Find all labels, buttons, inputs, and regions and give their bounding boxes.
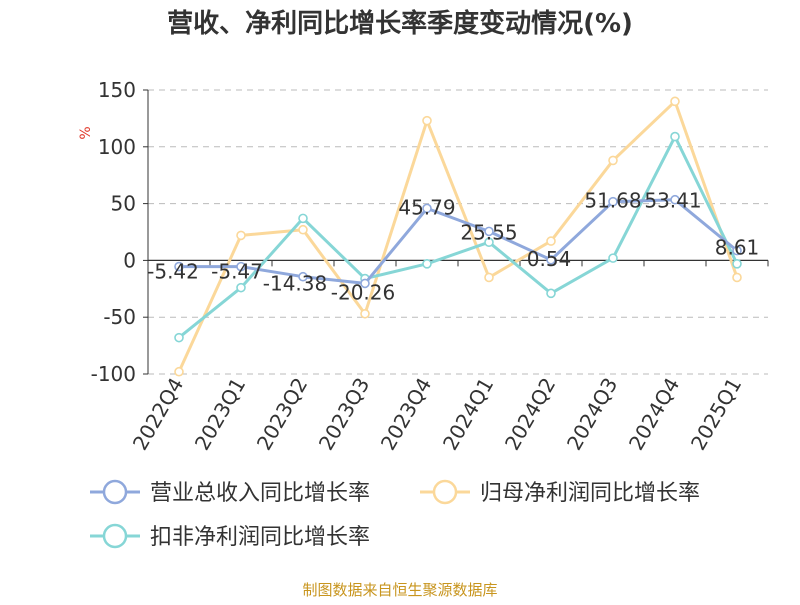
x-tick-label: 2023Q4 <box>376 374 436 455</box>
y-tick-label: -100 <box>91 362 136 386</box>
data-point <box>484 226 494 237</box>
x-tick-label: 2024Q4 <box>624 374 684 455</box>
data-point <box>298 224 308 235</box>
data-point <box>732 259 742 269</box>
data-point <box>298 213 308 224</box>
x-tick-label: 2023Q1 <box>190 374 250 455</box>
series-lines <box>174 96 742 377</box>
y-tick-label: 0 <box>123 248 136 272</box>
data-label: 51.68 <box>584 189 641 213</box>
data-point <box>422 203 432 214</box>
data-label: -14.38 <box>263 272 327 296</box>
data-label: -20.26 <box>331 280 395 304</box>
y-axis: 150 100 50 0 -50 -100 <box>91 78 149 386</box>
x-tick-label: 2024Q3 <box>562 374 622 455</box>
data-point <box>670 131 680 142</box>
source-note: 制图数据来自恒生聚源数据库 <box>302 581 497 599</box>
data-point <box>546 236 556 246</box>
data-point <box>608 155 618 166</box>
series-line <box>177 99 739 373</box>
grid-lines <box>148 89 768 375</box>
data-point <box>546 254 556 265</box>
data-label: -5.47 <box>211 260 263 284</box>
data-label: 8.61 <box>715 236 760 260</box>
x-tick-label: 2023Q3 <box>314 374 374 455</box>
y-tick-label: 150 <box>98 78 136 102</box>
data-point <box>546 288 556 299</box>
x-axis: 2022Q4 2023Q1 2023Q2 2023Q3 2023Q4 2024Q1 2024… <box>128 259 769 455</box>
data-point <box>236 230 246 241</box>
y-tick-label: -50 <box>103 305 136 329</box>
data-label: -5.42 <box>147 260 199 284</box>
data-point <box>732 272 742 283</box>
x-tick-label: 2025Q1 <box>686 374 746 455</box>
legend-swatch-marker <box>432 479 458 505</box>
legend-item: 营业总收入同比增长率 <box>90 479 370 506</box>
legend-swatch-marker <box>102 523 128 549</box>
x-tick-label: 2023Q2 <box>252 374 312 455</box>
data-label: 25.55 <box>460 220 517 244</box>
data-point <box>174 261 184 272</box>
data-label: 0.54 <box>527 247 572 271</box>
data-point <box>484 272 494 283</box>
legend-swatch-marker <box>102 479 128 505</box>
data-point <box>670 194 680 205</box>
data-label: 45.79 <box>398 195 455 219</box>
legend-item: 归母净利润同比增长率 <box>420 479 700 506</box>
legend-label: 营业总收入同比增长率 <box>150 481 370 506</box>
series-line <box>179 198 738 285</box>
data-point <box>174 332 184 343</box>
chart-title: 营收、净利同比增长率季度变动情况(%) <box>167 8 633 39</box>
data-point <box>298 271 308 282</box>
x-tick-label: 2024Q2 <box>500 374 560 455</box>
y-axis-unit-label: % <box>78 126 94 139</box>
x-tick-label: 2022Q4 <box>128 374 188 455</box>
data-point <box>608 253 618 263</box>
data-point <box>236 282 246 293</box>
data-point <box>422 259 432 269</box>
data-point <box>360 308 370 319</box>
data-point <box>174 366 184 377</box>
y-tick-label: 100 <box>98 135 136 159</box>
legend-label: 归母净利润同比增长率 <box>480 481 700 506</box>
data-point <box>484 237 494 248</box>
y-tick-label: 50 <box>111 192 136 216</box>
data-point <box>422 115 432 126</box>
data-label: 53.41 <box>644 189 701 213</box>
data-point <box>732 245 742 256</box>
data-point <box>608 196 618 207</box>
data-point <box>236 261 246 272</box>
x-tick-label: 2024Q1 <box>438 374 498 455</box>
data-point <box>360 278 370 289</box>
legend-label: 扣非净利润同比增长率 <box>150 525 370 550</box>
legend-item: 扣非净利润同比增长率 <box>90 523 370 550</box>
series-line <box>178 135 739 339</box>
data-point <box>670 96 680 107</box>
